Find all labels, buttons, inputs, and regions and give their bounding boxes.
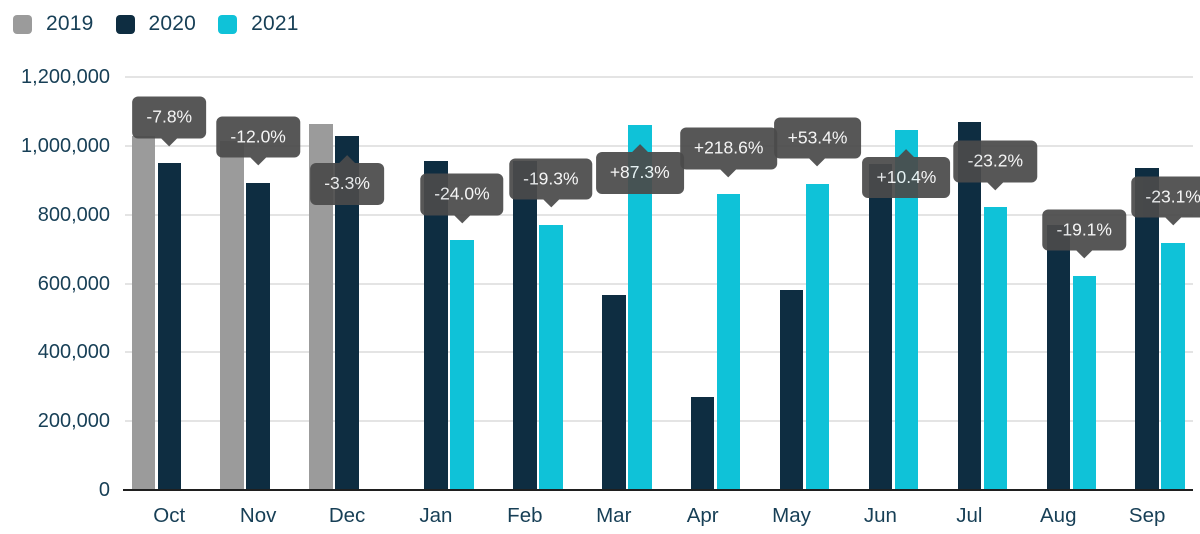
x-axis-label-jun: Jun: [863, 504, 897, 527]
y-axis-tick-label: 800,000: [37, 203, 110, 226]
y-axis-tick-label: 600,000: [37, 272, 110, 295]
gridline: [125, 351, 1193, 354]
legend-label: 2019: [46, 12, 94, 35]
gridline: [125, 144, 1193, 147]
x-axis-label-may: May: [772, 504, 811, 527]
y-axis-tick-label: 200,000: [37, 410, 110, 433]
bar-2020-jun[interactable]: [868, 163, 893, 490]
change-tooltip-label: -3.3%: [324, 173, 370, 194]
legend-item-2019[interactable]: 2019: [13, 12, 94, 36]
change-tooltip-label: +87.3%: [609, 162, 670, 183]
change-tooltip-jan: -24.0%: [420, 173, 504, 224]
change-tooltip-jul: -23.2%: [953, 140, 1038, 190]
tooltip-arrow-icon: [1074, 238, 1095, 259]
legend-item-2020[interactable]: 2020: [115, 12, 197, 36]
x-axis-label-mar: Mar: [596, 504, 632, 527]
bar-2020-aug[interactable]: [1046, 224, 1070, 490]
change-tooltip-label: +53.4%: [787, 127, 848, 148]
tooltip-arrow-icon: [718, 157, 739, 177]
bar-2021-mar[interactable]: [628, 125, 652, 490]
x-axis-line: [123, 489, 1193, 491]
bar-2021-jun[interactable]: [894, 129, 919, 490]
bar-2021-sep[interactable]: [1161, 242, 1185, 490]
change-tooltip-aug: -19.1%: [1042, 209, 1126, 259]
change-tooltip-label: -23.2%: [967, 150, 1024, 171]
y-axis-tick-label: 0: [98, 479, 110, 501]
x-axis-label-sep: Sep: [1128, 504, 1166, 527]
change-tooltip-label: -12.0%: [230, 126, 286, 147]
x-axis-label-oct: Oct: [153, 504, 186, 527]
bar-2020-sep[interactable]: [1135, 168, 1159, 490]
change-tooltip-label: +10.4%: [876, 166, 937, 187]
change-tooltip-dec: -3.3%: [310, 155, 384, 205]
x-axis-label-jul: Jul: [956, 504, 983, 527]
change-tooltip-sep: -23.1%: [1131, 176, 1200, 226]
y-axis-tick-label: 400,000: [37, 341, 110, 364]
y-axis-tick-label: 1,200,000: [21, 66, 110, 88]
change-tooltip-may: +53.4%: [773, 117, 862, 167]
bar-2020-mar[interactable]: [602, 295, 626, 490]
legend-label: 2020: [148, 12, 197, 35]
bar-2019-oct[interactable]: [131, 135, 155, 490]
x-axis-label-feb: Feb: [507, 504, 543, 527]
bar-2021-apr[interactable]: [716, 194, 741, 490]
change-tooltip-apr: +218.6%: [679, 127, 778, 177]
legend-swatch-icon: [218, 14, 238, 34]
bar-2021-feb[interactable]: [539, 224, 563, 490]
y-axis-tick-label: 1,000,000: [21, 134, 110, 157]
bar-2020-apr[interactable]: [690, 397, 715, 490]
bar-2020-jan[interactable]: [424, 161, 448, 490]
change-tooltip-nov: -12.0%: [216, 116, 300, 166]
change-tooltip-label: -7.8%: [146, 106, 193, 127]
bar-2020-dec[interactable]: [335, 136, 359, 490]
legend-swatch-icon: [115, 14, 135, 34]
bar-2021-may[interactable]: [805, 183, 830, 490]
gridline: [125, 420, 1193, 423]
tooltip-arrow-icon: [1163, 205, 1184, 226]
bar-2019-nov[interactable]: [220, 140, 244, 490]
legend: 2019 2020 2021: [13, 12, 299, 36]
x-axis-label-dec: Dec: [328, 504, 366, 527]
legend-label: 2021: [251, 12, 299, 35]
tooltip-arrow-icon: [807, 146, 828, 167]
x-axis-label-apr: Apr: [686, 504, 719, 527]
bar-2020-jul[interactable]: [957, 121, 982, 490]
change-tooltip-label: -24.0%: [434, 183, 490, 204]
gridline: [125, 213, 1193, 216]
bar-2020-feb[interactable]: [513, 161, 537, 490]
bar-2021-jan[interactable]: [450, 240, 474, 490]
tooltip-arrow-icon: [452, 203, 472, 224]
change-tooltip-oct: -7.8%: [132, 96, 207, 146]
legend-swatch-icon: [13, 14, 32, 34]
tooltip-arrow-icon: [540, 187, 561, 208]
bar-2020-may[interactable]: [779, 290, 804, 490]
x-axis-label-nov: Nov: [239, 504, 277, 527]
change-tooltip-jun: +10.4%: [862, 148, 951, 199]
change-tooltip-label: +218.6%: [693, 137, 764, 158]
legend-item-2021[interactable]: 2021: [218, 12, 299, 36]
change-tooltip-label: -19.3%: [523, 168, 579, 189]
bar-2021-aug[interactable]: [1072, 275, 1096, 490]
bar-2020-oct[interactable]: [157, 163, 181, 490]
gridline: [125, 76, 1193, 78]
gridline: [125, 282, 1193, 285]
change-tooltip-label: -19.1%: [1056, 219, 1112, 240]
tooltip-arrow-icon: [985, 170, 1006, 190]
change-tooltip-mar: +87.3%: [595, 144, 684, 194]
x-axis-label-aug: Aug: [1040, 504, 1077, 527]
change-tooltip-feb: -19.3%: [509, 158, 593, 208]
tooltip-arrow-icon: [159, 126, 180, 146]
change-tooltip-label: -23.1%: [1145, 186, 1200, 207]
bar-2019-dec[interactable]: [309, 124, 333, 490]
tooltip-arrow-icon: [248, 145, 269, 166]
bar-2021-jul[interactable]: [983, 207, 1008, 490]
x-axis-label-jan: Jan: [419, 504, 453, 527]
bar-2020-nov[interactable]: [246, 182, 270, 490]
